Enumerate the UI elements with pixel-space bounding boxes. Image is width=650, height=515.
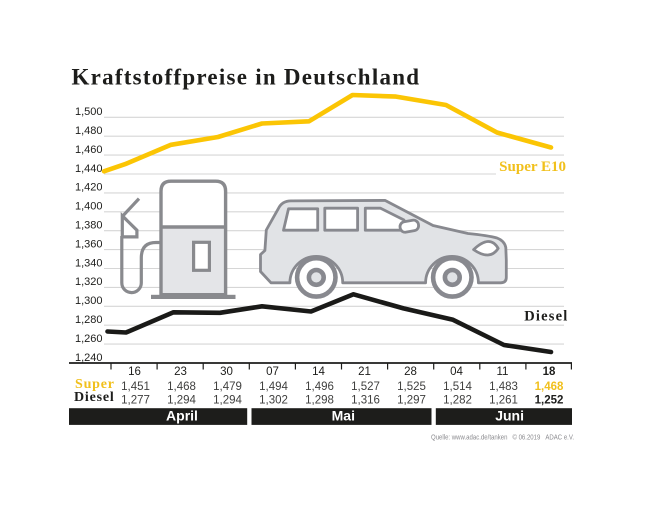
svg-text:Mai: Mai [332,408,355,424]
svg-text:23: 23 [174,366,187,378]
svg-text:1,240: 1,240 [75,352,103,364]
svg-text:1,479: 1,479 [213,381,242,393]
svg-text:Kraftstoffpreise in Deutschlan: Kraftstoffpreise in Deutschland [72,65,421,90]
svg-text:Quelle: www.adac.de/tanken ©: Quelle: www.adac.de/tanken © 06.2019 ADA… [431,432,574,441]
svg-text:1,500: 1,500 [75,106,103,118]
svg-text:1,282: 1,282 [443,394,472,406]
svg-text:1,451: 1,451 [121,381,150,393]
svg-text:04: 04 [450,366,463,378]
svg-text:1,297: 1,297 [397,394,426,406]
svg-text:1,277: 1,277 [121,394,150,406]
svg-text:1,294: 1,294 [213,394,242,406]
svg-text:1,420: 1,420 [75,182,103,194]
svg-text:28: 28 [404,366,417,378]
svg-text:11: 11 [497,366,509,378]
svg-text:1,494: 1,494 [259,381,288,393]
svg-text:14: 14 [312,366,325,378]
svg-text:1,468: 1,468 [535,381,564,393]
svg-text:30: 30 [220,366,233,378]
svg-text:1,261: 1,261 [489,394,518,406]
svg-text:1,496: 1,496 [305,381,334,393]
svg-text:Super: Super [75,377,115,392]
svg-text:1,483: 1,483 [489,381,518,393]
svg-text:Juni: Juni [495,408,524,424]
svg-text:1,300: 1,300 [75,295,103,307]
svg-text:1,298: 1,298 [305,394,334,406]
svg-text:16: 16 [128,366,141,378]
svg-text:1,340: 1,340 [75,257,103,269]
svg-text:1,460: 1,460 [75,144,103,156]
svg-text:1,252: 1,252 [535,394,564,406]
svg-text:April: April [166,408,198,424]
svg-text:1,316: 1,316 [351,394,380,406]
svg-text:1,480: 1,480 [75,125,103,137]
svg-text:18: 18 [543,366,556,378]
svg-text:1,527: 1,527 [351,381,380,393]
svg-text:1,280: 1,280 [75,314,103,326]
svg-text:1,260: 1,260 [75,333,103,345]
svg-text:1,468: 1,468 [167,381,196,393]
svg-text:1,525: 1,525 [397,381,426,393]
svg-text:1,302: 1,302 [259,394,288,406]
svg-text:1,440: 1,440 [75,163,103,175]
svg-text:07: 07 [266,366,279,378]
svg-text:21: 21 [358,366,371,378]
svg-text:Diesel: Diesel [524,309,568,325]
svg-text:1,380: 1,380 [75,220,103,232]
svg-text:1,320: 1,320 [75,276,103,288]
svg-text:1,360: 1,360 [75,238,103,250]
svg-text:1,294: 1,294 [167,394,196,406]
svg-text:1,514: 1,514 [443,381,472,393]
svg-text:1,400: 1,400 [75,201,103,213]
svg-text:Diesel: Diesel [74,390,115,405]
svg-text:Super E10: Super E10 [499,159,566,175]
